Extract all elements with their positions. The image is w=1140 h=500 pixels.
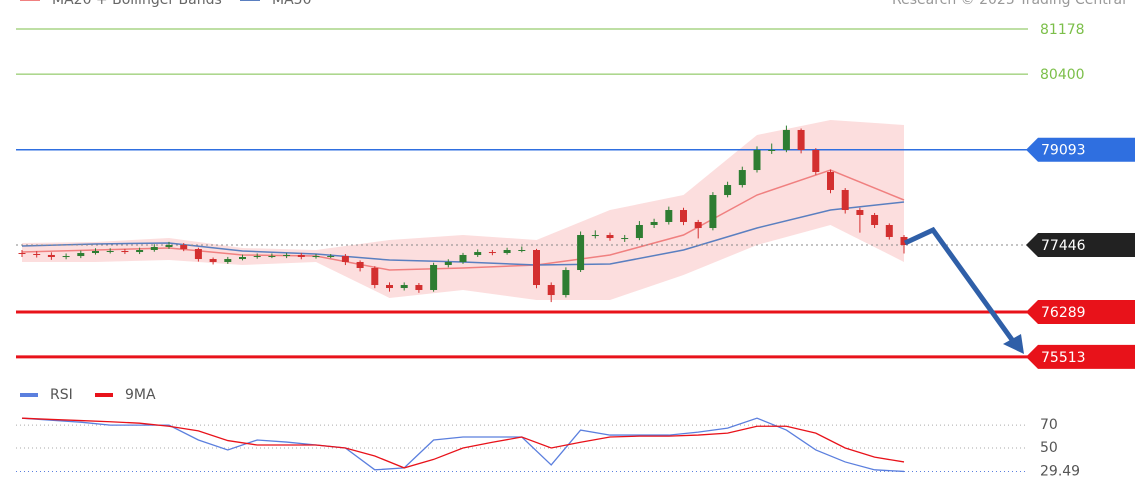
candle-body [33, 253, 41, 255]
candle-body [650, 221, 658, 225]
candle-body [753, 150, 761, 171]
candle-body [621, 238, 629, 240]
candle-body [371, 267, 379, 286]
price-tag [1026, 233, 1135, 258]
candle-body [885, 225, 893, 237]
price-tag [1026, 137, 1135, 162]
candle-body [841, 189, 849, 211]
candle-body [606, 235, 614, 239]
candle-body [150, 246, 158, 250]
price-tag [1026, 299, 1135, 324]
legend-label: MA20 + Bollinger Bands [52, 0, 222, 8]
candle-body [92, 250, 99, 254]
candle-body [782, 129, 790, 150]
y-tick-label: 50 [1040, 440, 1058, 456]
candle-body [871, 214, 879, 225]
candle-body [165, 245, 173, 247]
price-tag-label: 79093 [1041, 143, 1086, 159]
candle-body [635, 225, 643, 239]
candle-body [62, 256, 70, 258]
rsi-line [21, 417, 905, 469]
candle-body [547, 285, 555, 296]
candle-body [503, 250, 511, 254]
candle-body [77, 253, 85, 257]
price-tag [1026, 344, 1135, 369]
candle-body [797, 129, 805, 150]
candle-body [724, 185, 732, 196]
candle-body [194, 249, 202, 260]
candle-body [341, 256, 349, 262]
candle-body [591, 235, 599, 237]
candle-body [327, 256, 335, 258]
last-value-label: 29.49 [1040, 463, 1080, 479]
candle-body [488, 252, 496, 254]
forecast-arrow [903, 226, 1021, 350]
candle-body [239, 257, 246, 260]
candle-body [430, 264, 438, 290]
candle-body [827, 171, 834, 190]
candle-body [136, 250, 144, 253]
source-note: Research © 2025 Trading Central [892, 0, 1126, 8]
candle-body [444, 261, 452, 265]
candle-body [18, 253, 26, 255]
candle-body [415, 285, 423, 290]
price-level-label: 80400 [1040, 67, 1085, 83]
candle-body [356, 261, 364, 268]
candle-body [180, 245, 188, 250]
candle-body [283, 254, 291, 257]
candle-body [312, 256, 320, 258]
candle-body [209, 259, 217, 262]
candle-body [738, 170, 746, 186]
candle-body [577, 235, 585, 271]
forecast-arrow-head [1003, 334, 1024, 354]
candle-body [518, 250, 526, 251]
candle-body [268, 256, 276, 258]
candle-body [680, 210, 687, 222]
candle-body [106, 250, 114, 252]
candle-body [533, 250, 540, 286]
legend-label: MA50 [272, 0, 311, 8]
candle-body [386, 285, 393, 289]
candle-body [856, 210, 864, 215]
candle-body [768, 150, 776, 151]
candle-body [665, 210, 673, 222]
candle-body [400, 285, 408, 289]
candle-body [812, 150, 820, 172]
legend-label: 9MA [125, 387, 156, 403]
candle-body [900, 236, 908, 246]
price-tag-label: 77446 [1041, 238, 1086, 254]
legend-label: RSI [50, 387, 73, 403]
candle-body [297, 254, 305, 258]
candle-body [474, 252, 482, 255]
candle-body [121, 250, 129, 253]
candle-body [694, 221, 702, 229]
candle-body [709, 195, 717, 229]
y-tick-label: 70 [1040, 417, 1058, 433]
price-level-label: 81178 [1040, 22, 1085, 38]
candle-body [224, 259, 232, 262]
candle-body [47, 254, 55, 258]
candle-body [459, 254, 467, 262]
rsi-line [21, 417, 905, 473]
candle-body [562, 270, 570, 296]
price-tag-label: 75513 [1041, 350, 1086, 366]
price-tag-label: 76289 [1041, 305, 1086, 321]
candle-body [253, 256, 261, 258]
